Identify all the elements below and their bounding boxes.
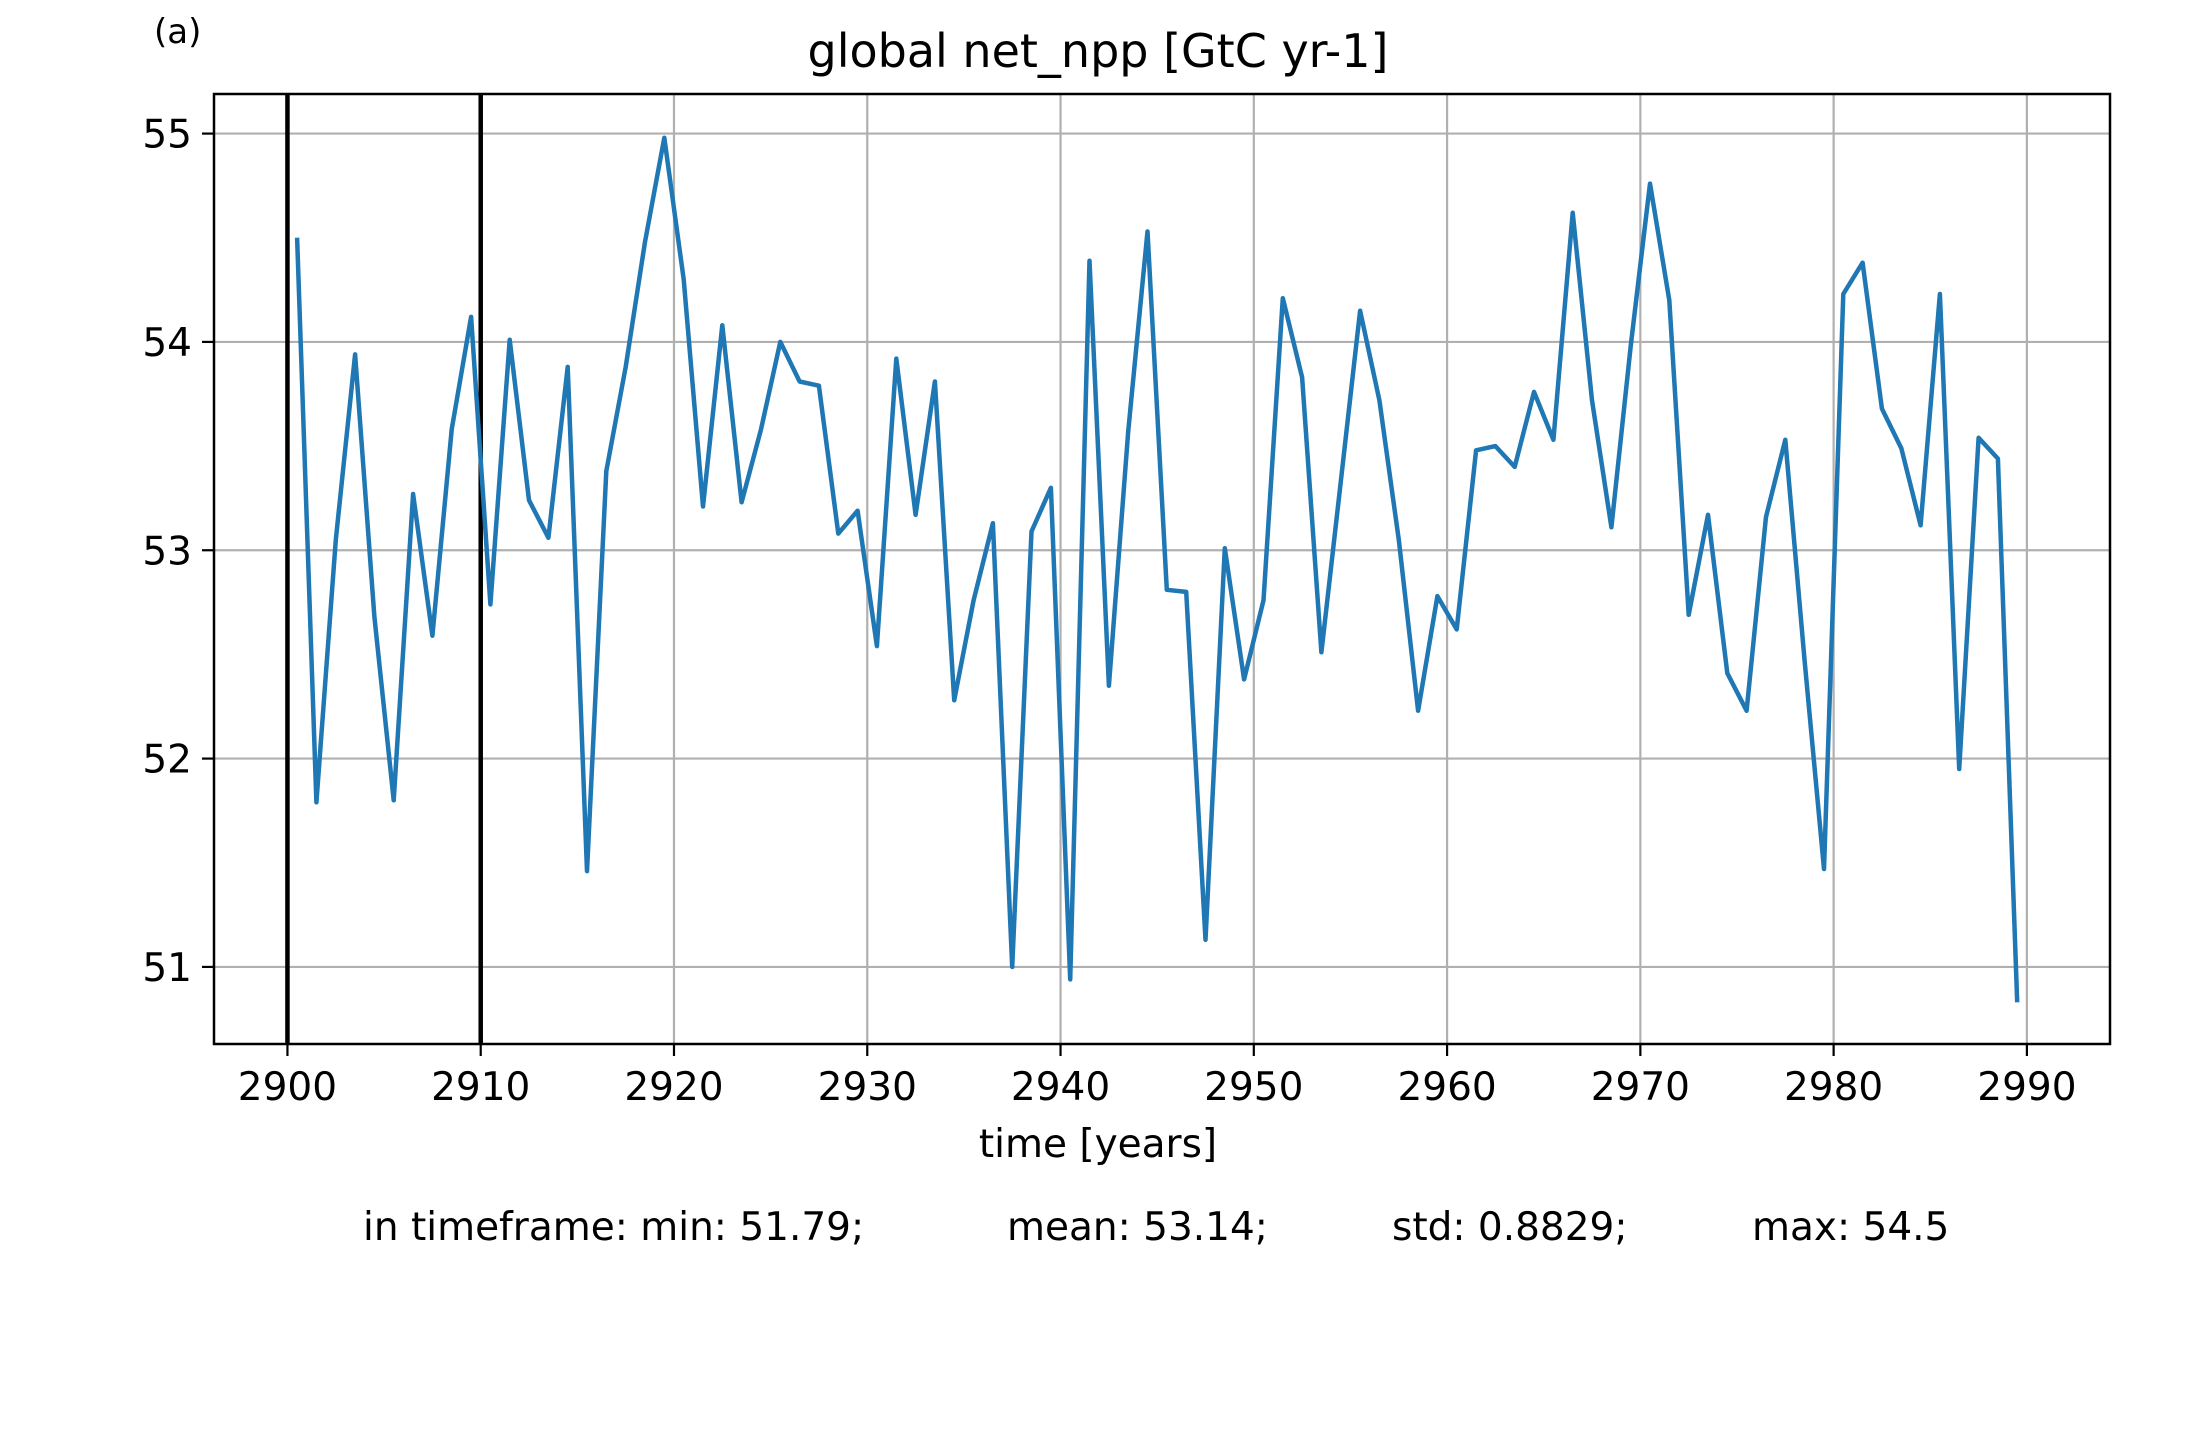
series-line — [294, 135, 2020, 1003]
line-chart: 2900 2910 2920 2930 2940 2950 2960 2970 2980 2990… — [142, 92, 2112, 1110]
y-tick-label: 51 — [142, 946, 192, 991]
plot-frame — [212, 92, 2112, 1046]
x-tick-label: 2960 — [1397, 1065, 1496, 1110]
x-tick-label: 2940 — [1011, 1065, 1110, 1110]
y-tick-label: 55 — [142, 113, 192, 158]
stats-line: in timeframe: min: 51.79; mean: 53.14; s… — [0, 1205, 2196, 1430]
y-tick-label: 52 — [142, 738, 192, 783]
stat-min: in timeframe: min: 51.79; — [363, 1205, 865, 1250]
x-axis-ticks: 2900 2910 2920 2930 2940 2950 2960 2970 2980 2990 — [238, 1044, 2077, 1110]
x-tick-label: 2900 — [238, 1065, 337, 1110]
stat-max: max: 54.5 — [1752, 1205, 1950, 1250]
y-tick-label: 53 — [142, 529, 192, 574]
x-tick-label: 2910 — [431, 1065, 530, 1110]
x-tick-label: 2980 — [1784, 1065, 1883, 1110]
x-tick-label: 2930 — [818, 1065, 917, 1110]
x-axis-label: time [years] — [978, 1122, 1218, 1167]
stat-mean: mean: 53.14; — [1007, 1205, 1268, 1250]
vertical-markers — [285, 94, 483, 1044]
x-tick-label: 2990 — [1977, 1065, 2076, 1110]
chart-title: global net_npp [GtC yr-1] — [807, 24, 1389, 78]
x-tick-label: 2970 — [1591, 1065, 1690, 1110]
x-tick-label: 2950 — [1204, 1065, 1303, 1110]
grid-lines — [214, 94, 2110, 1044]
y-axis-ticks: 51 52 53 54 55 — [142, 113, 214, 991]
stat-std: std: 0.8829; — [1392, 1205, 1628, 1250]
panel-label: (a) — [154, 12, 202, 52]
y-tick-label: 54 — [142, 321, 192, 366]
x-tick-label: 2920 — [624, 1065, 723, 1110]
